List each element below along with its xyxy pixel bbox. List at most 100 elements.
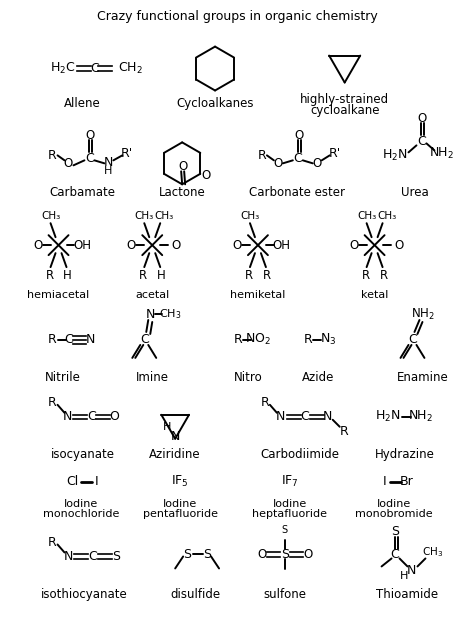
Text: O: O: [394, 239, 403, 252]
Text: C: C: [390, 548, 399, 561]
Text: S: S: [281, 548, 289, 561]
Text: heptafluoride: heptafluoride: [252, 509, 328, 519]
Text: N: N: [276, 410, 285, 423]
Text: N: N: [407, 564, 416, 577]
Text: Carbamate: Carbamate: [49, 186, 116, 199]
Text: R': R': [328, 147, 341, 160]
Text: H$_2$C: H$_2$C: [50, 61, 75, 76]
Text: hemiacetal: hemiacetal: [27, 290, 90, 300]
Text: NH$_2$: NH$_2$: [410, 307, 434, 322]
Text: S: S: [203, 548, 211, 561]
Text: R: R: [245, 269, 253, 282]
Text: H: H: [401, 571, 409, 581]
Text: cycloalkane: cycloalkane: [310, 104, 379, 117]
Text: NH$_2$: NH$_2$: [429, 146, 454, 161]
Text: S: S: [112, 550, 120, 563]
Text: pentafluoride: pentafluoride: [143, 509, 218, 519]
Text: H: H: [157, 269, 165, 282]
Text: R: R: [303, 334, 312, 346]
Text: disulfide: disulfide: [170, 588, 220, 601]
Text: R: R: [257, 149, 266, 162]
Text: R: R: [48, 396, 57, 410]
Text: CH$_2$: CH$_2$: [118, 61, 143, 76]
Text: N$_3$: N$_3$: [319, 332, 336, 348]
Text: R: R: [362, 269, 370, 282]
Text: O: O: [201, 169, 211, 182]
Text: C: C: [301, 410, 309, 423]
Text: O: O: [273, 157, 283, 170]
Text: Hydrazine: Hydrazine: [374, 448, 435, 461]
Text: N: N: [63, 410, 72, 423]
Text: R: R: [139, 269, 147, 282]
Text: N: N: [171, 430, 180, 443]
Text: R: R: [263, 269, 271, 282]
Text: Crazy functional groups in organic chemistry: Crazy functional groups in organic chemi…: [97, 10, 377, 23]
Text: O: O: [232, 239, 242, 252]
Text: R: R: [380, 269, 388, 282]
Text: N: N: [146, 308, 155, 320]
Text: Iodine: Iodine: [376, 499, 410, 509]
Text: monochloride: monochloride: [43, 509, 119, 519]
Text: Allene: Allene: [64, 97, 101, 110]
Text: hemiketal: hemiketal: [230, 290, 286, 300]
Text: R: R: [261, 396, 269, 410]
Text: H: H: [63, 269, 72, 282]
Text: OH: OH: [73, 239, 91, 252]
Text: I: I: [383, 475, 386, 488]
Text: N: N: [64, 550, 73, 563]
Text: S: S: [392, 525, 400, 538]
Text: O: O: [418, 112, 427, 125]
Text: R: R: [48, 334, 57, 346]
Text: C: C: [64, 334, 73, 346]
Text: R: R: [234, 334, 242, 346]
Text: R: R: [46, 269, 54, 282]
Text: sulfone: sulfone: [264, 588, 306, 601]
Text: C: C: [85, 152, 94, 165]
Text: acetal: acetal: [135, 290, 169, 300]
Text: isothiocyanate: isothiocyanate: [41, 588, 128, 601]
Text: O: O: [294, 129, 303, 142]
Text: CH₃: CH₃: [155, 211, 174, 221]
Text: Iodine: Iodine: [163, 499, 197, 509]
Text: isocyanate: isocyanate: [50, 448, 114, 461]
Text: Urea: Urea: [401, 186, 428, 199]
Text: Cycloalkanes: Cycloalkanes: [176, 97, 254, 110]
Text: NO$_2$: NO$_2$: [245, 332, 271, 348]
Text: monobromide: monobromide: [355, 509, 432, 519]
Text: Thioamide: Thioamide: [376, 588, 438, 601]
Text: I: I: [95, 475, 98, 488]
Text: O: O: [172, 239, 181, 252]
Text: Cl: Cl: [66, 475, 79, 488]
Text: O: O: [86, 129, 95, 142]
Text: R: R: [48, 536, 57, 549]
Text: C: C: [140, 334, 149, 346]
Text: CH$_3$: CH$_3$: [159, 307, 182, 321]
Text: C: C: [417, 135, 426, 148]
Text: Br: Br: [400, 475, 413, 488]
Text: C: C: [293, 152, 302, 165]
Text: C: C: [88, 550, 97, 563]
Text: O: O: [257, 548, 266, 561]
Text: Enamine: Enamine: [397, 372, 448, 384]
Text: O: O: [303, 548, 312, 561]
Text: R: R: [48, 149, 57, 162]
Text: O: O: [109, 410, 119, 423]
Text: C: C: [408, 334, 417, 346]
Text: ketal: ketal: [361, 290, 388, 300]
Text: Nitrile: Nitrile: [45, 372, 81, 384]
Text: IF$_5$: IF$_5$: [171, 474, 189, 489]
Text: Nitro: Nitro: [234, 372, 262, 384]
Text: O: O: [312, 157, 321, 170]
Text: Iodine: Iodine: [273, 499, 307, 509]
Text: highly-strained: highly-strained: [300, 93, 389, 106]
Text: CH₃: CH₃: [135, 211, 154, 221]
Text: N: N: [86, 334, 95, 346]
Text: Azide: Azide: [301, 372, 334, 384]
Text: CH$_3$: CH$_3$: [422, 545, 443, 559]
Text: Carbonate ester: Carbonate ester: [249, 186, 345, 199]
Text: Carbodiimide: Carbodiimide: [260, 448, 339, 461]
Text: Lactone: Lactone: [159, 186, 206, 199]
Text: CH₃: CH₃: [377, 211, 396, 221]
Text: N: N: [104, 156, 113, 169]
Text: Imine: Imine: [136, 372, 169, 384]
